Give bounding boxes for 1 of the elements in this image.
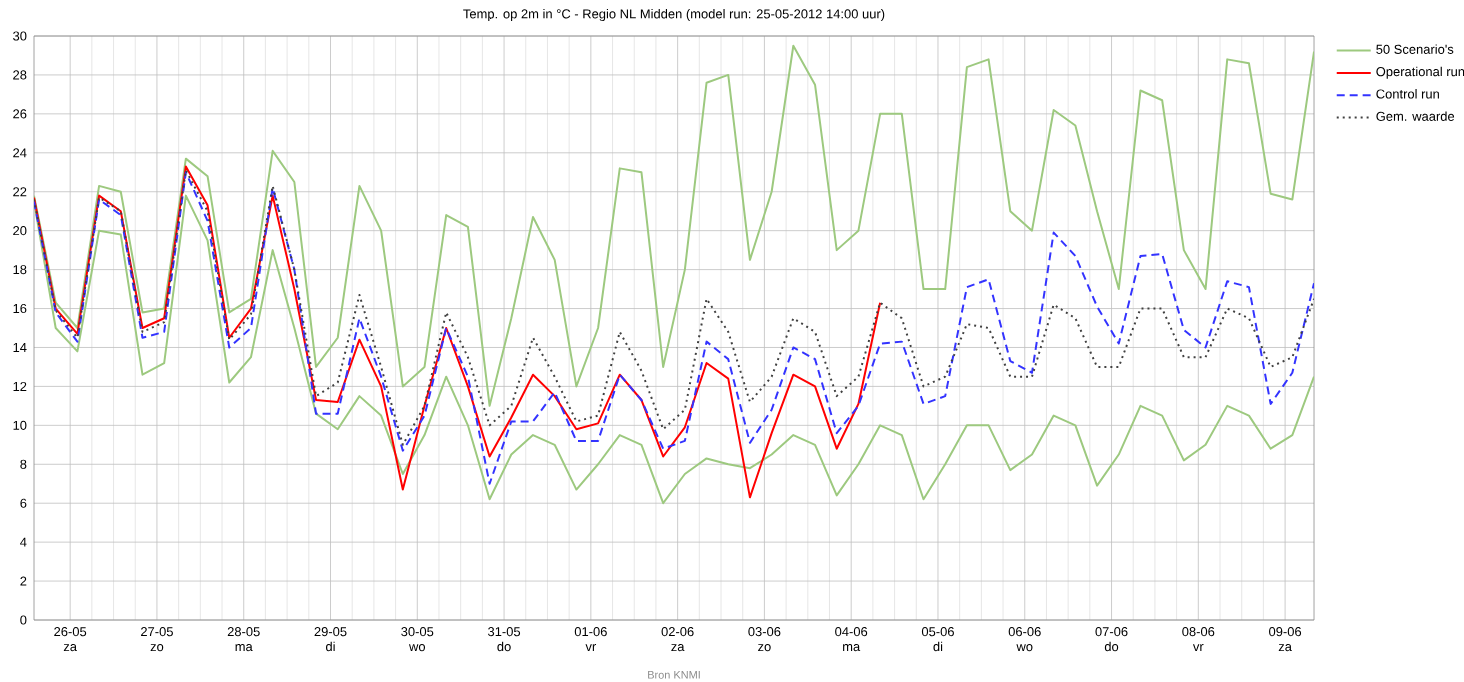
line-series bbox=[34, 165, 882, 499]
